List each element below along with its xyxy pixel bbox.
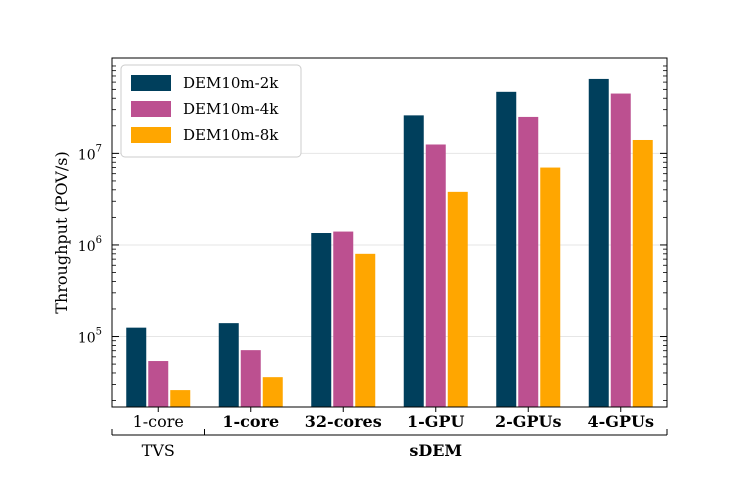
bar-dem10m-4k-3: [425, 144, 446, 407]
bar-dem10m-8k-3: [447, 191, 468, 407]
group-label-sdem: sDEM: [409, 441, 462, 460]
y-tick-label: 106: [78, 235, 102, 255]
legend: DEM10m-2k DEM10m-4k DEM10m-8k: [120, 64, 302, 158]
y-tick-base: 10: [78, 147, 96, 163]
bar-dem10m-8k-4: [540, 167, 561, 407]
bar-dem10m-4k-2: [333, 231, 354, 407]
y-tick-exponent: 6: [96, 235, 102, 246]
y-tick-base: 10: [78, 331, 96, 347]
legend-swatch-dem10m-2k: [131, 75, 171, 91]
x-axis-ticks: 1-core 1-core 32-cores 1-GPU 2-GPUs 4-GPUs: [133, 407, 654, 431]
y-tick-exponent: 5: [96, 327, 102, 338]
y-tick-label: 105: [78, 327, 102, 347]
bar-dem10m-4k-5: [610, 93, 631, 408]
legend-label: DEM10m-2k: [183, 74, 279, 92]
legend-label: DEM10m-8k: [183, 126, 279, 144]
bar-dem10m-2k-4: [496, 91, 517, 407]
group-label-tvs: TVS: [142, 441, 175, 460]
y-tick-exponent: 7: [96, 143, 102, 154]
bar-dem10m-4k-0: [148, 361, 169, 407]
category-groups: TVS sDEM: [111, 429, 668, 460]
bar-dem10m-2k-1: [218, 323, 239, 407]
x-tick-label: 1-GPU: [407, 412, 464, 431]
bars: [126, 78, 653, 408]
legend-swatch-dem10m-8k: [131, 127, 171, 143]
y-tick-base: 10: [78, 239, 96, 255]
y-tick-label: 107: [78, 143, 102, 163]
bar-dem10m-8k-0: [170, 390, 191, 407]
bar-dem10m-8k-5: [632, 139, 653, 407]
bar-dem10m-8k-1: [262, 377, 283, 407]
x-tick-label: 1-core: [222, 412, 279, 431]
x-tick-label: 1-core: [133, 412, 184, 431]
x-tick-label: 2-GPUs: [495, 412, 561, 431]
bar-dem10m-2k-0: [126, 327, 147, 407]
plot-frame: [111, 57, 668, 408]
bar-dem10m-8k-2: [355, 253, 376, 407]
bar-dem10m-4k-4: [518, 116, 539, 408]
bar-dem10m-4k-1: [240, 350, 261, 407]
x-tick-label: 4-GPUs: [588, 412, 654, 431]
legend-swatch-dem10m-4k: [131, 101, 171, 117]
bar-dem10m-2k-2: [311, 233, 332, 407]
x-tick-label: 32-cores: [305, 412, 382, 431]
bar-dem10m-2k-5: [588, 78, 609, 407]
bar-dem10m-2k-3: [403, 115, 424, 407]
y-axis-title: Throughput (POV/s): [52, 151, 71, 313]
grid-lines: [112, 152, 667, 338]
legend-label: DEM10m-4k: [183, 100, 279, 118]
